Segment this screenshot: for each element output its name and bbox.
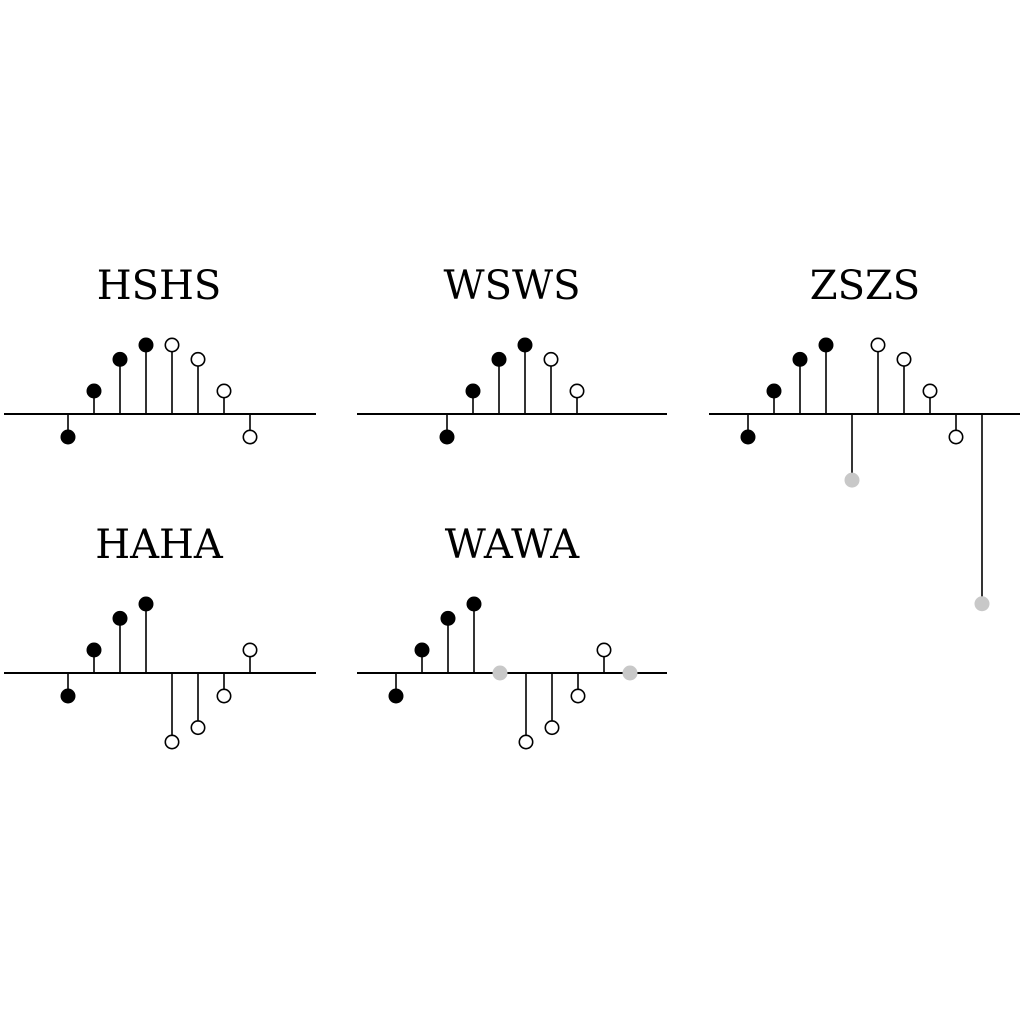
samples-haha <box>60 596 258 750</box>
sample-marker-wawa-9 <box>622 665 638 681</box>
sample-marker-zszs-6 <box>896 351 912 367</box>
sample-marker-haha-4 <box>164 734 180 750</box>
sample-marker-hshs-6 <box>216 383 232 399</box>
sample-marker-hshs-3 <box>138 337 154 353</box>
sample-marker-zszs-2 <box>792 351 808 367</box>
panel-title-hshs: HSHS <box>97 263 222 309</box>
samples-wsws <box>439 337 585 445</box>
panel-title-wawa: WAWA <box>445 522 581 568</box>
sample-marker-wawa-0 <box>388 688 404 704</box>
panel-wsws: WSWS <box>357 263 667 445</box>
samples-hshs <box>60 337 258 445</box>
sample-marker-wsws-2 <box>491 351 507 367</box>
sample-marker-wawa-8 <box>596 642 612 658</box>
sample-marker-zszs-0 <box>740 429 756 445</box>
sample-marker-zszs-7 <box>922 383 938 399</box>
sample-marker-wawa-3 <box>466 596 482 612</box>
sample-marker-wsws-1 <box>465 383 481 399</box>
sample-marker-haha-5 <box>190 720 206 736</box>
sample-marker-zszs-4 <box>844 472 860 488</box>
sample-marker-zszs-5 <box>870 337 886 353</box>
panel-title-zszs: ZSZS <box>810 263 920 309</box>
sample-marker-wawa-6 <box>544 720 560 736</box>
sample-marker-haha-1 <box>86 642 102 658</box>
sample-marker-haha-7 <box>242 642 258 658</box>
panel-title-haha: HAHA <box>95 522 224 568</box>
sample-marker-haha-0 <box>60 688 76 704</box>
sample-marker-zszs-8 <box>948 429 964 445</box>
panel-hshs: HSHS <box>4 263 316 445</box>
sample-marker-wawa-5 <box>518 734 534 750</box>
sample-marker-wawa-7 <box>570 688 586 704</box>
sample-marker-wawa-1 <box>414 642 430 658</box>
sample-marker-wawa-4 <box>492 665 508 681</box>
panel-title-wsws: WSWS <box>443 263 580 309</box>
samples-wawa <box>388 596 638 750</box>
sample-marker-haha-3 <box>138 596 154 612</box>
sample-marker-hshs-7 <box>242 429 258 445</box>
sample-marker-hshs-0 <box>60 429 76 445</box>
sample-marker-wsws-5 <box>569 383 585 399</box>
sample-marker-haha-2 <box>112 610 128 626</box>
panel-zszs: ZSZS <box>709 263 1020 612</box>
sample-marker-wawa-2 <box>440 610 456 626</box>
sample-marker-hshs-5 <box>190 351 206 367</box>
sample-marker-zszs-3 <box>818 337 834 353</box>
sample-marker-hshs-4 <box>164 337 180 353</box>
sample-marker-haha-6 <box>216 688 232 704</box>
sample-marker-zszs-1 <box>766 383 782 399</box>
sample-marker-wsws-3 <box>517 337 533 353</box>
sample-marker-wsws-0 <box>439 429 455 445</box>
sample-marker-hshs-1 <box>86 383 102 399</box>
panel-wawa: WAWA <box>357 522 667 750</box>
sample-marker-hshs-2 <box>112 351 128 367</box>
samples-zszs <box>740 337 990 612</box>
sample-marker-zszs-9 <box>974 596 990 612</box>
sample-marker-wsws-4 <box>543 351 559 367</box>
panel-haha: HAHA <box>4 522 316 750</box>
